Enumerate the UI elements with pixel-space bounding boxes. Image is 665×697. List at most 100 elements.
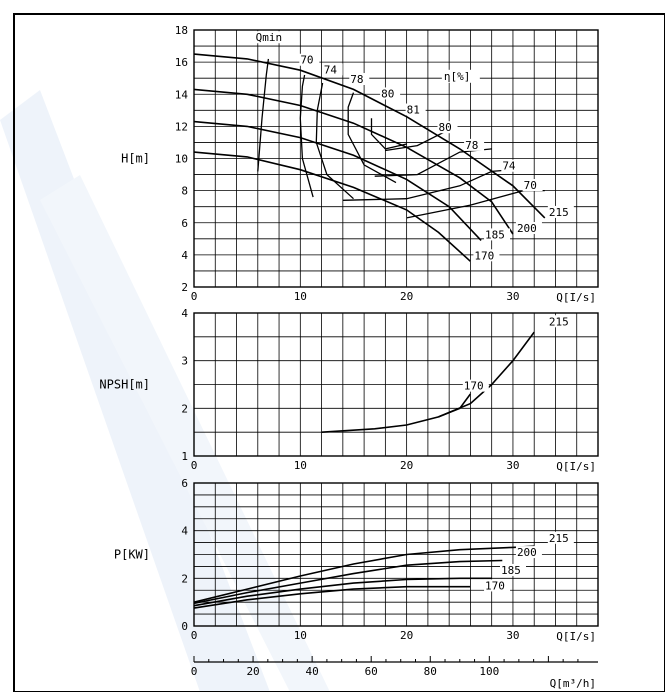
curve-label-bg (484, 228, 511, 241)
x-tick-label: 0 (191, 459, 198, 472)
y-tick-label: 8 (181, 185, 188, 198)
y-tick-label: 4 (181, 249, 188, 262)
curve-215 (193, 545, 535, 603)
secondary-x-tick-label: 20 (246, 665, 259, 678)
efficiency-axis-label: η[%] (444, 70, 471, 83)
efficiency-curve-74 (299, 74, 314, 198)
curve-label-200: 200 (517, 546, 537, 559)
y-axis-label: H[m] (121, 152, 150, 166)
plot-frame (193, 482, 599, 627)
x-tick-label: 30 (506, 459, 519, 472)
y-tick-label: 1 (181, 450, 188, 463)
x-tick-label: 0 (191, 290, 198, 303)
plot-panel-1: 2 4 6 8 10 12 14 16 18 0 10 20 30 H[m] Q[I/s] 215 200 185… (121, 24, 599, 304)
x-tick-label: 20 (400, 629, 413, 642)
efficiency-label-78: 78 (350, 73, 363, 86)
y-tick-label: 3 (181, 355, 188, 368)
efficiency-label-bg (322, 63, 343, 76)
curve-label-bg (547, 315, 574, 328)
eta-label-bg (441, 69, 480, 83)
curve-label-215: 215 (549, 206, 569, 219)
efficiency-label-bg (437, 121, 458, 134)
efficiency-curve-80 (347, 92, 397, 184)
qmin-label: Qmin (256, 31, 282, 44)
curve-label-bg (547, 205, 574, 218)
curve-label-185: 185 (501, 564, 521, 577)
curve-label-170: 170 (485, 579, 505, 592)
plot-frame (193, 29, 599, 288)
efficiency-label-70: 70 (524, 179, 537, 192)
y-tick-label: 14 (175, 88, 189, 101)
efficiency-label-bg (405, 103, 426, 116)
curve-215 (193, 53, 546, 219)
secondary-x-tick-label: 80 (424, 665, 437, 678)
efficiency-label-bg (522, 179, 543, 192)
y-tick-label: 4 (181, 307, 188, 320)
y-tick-label: 2 (181, 402, 188, 415)
curve-label-bg (484, 579, 511, 592)
efficiency-label-74: 74 (502, 160, 516, 173)
efficiency-label-bg (501, 159, 522, 172)
x-tick-label: 10 (294, 459, 307, 472)
curve-170 (193, 151, 471, 262)
x-axis-label: Q[I/s] (556, 291, 596, 304)
efficiency-label-74: 74 (324, 63, 338, 76)
efficiency-label-70: 70 (300, 54, 313, 67)
x-tick-label: 30 (506, 629, 519, 642)
curve-label-185: 185 (485, 228, 505, 241)
curve-label-bg (473, 249, 500, 262)
efficiency-label-bg (299, 53, 320, 66)
curve-label-215: 215 (549, 532, 569, 545)
x-tick-label: 0 (191, 629, 198, 642)
efficiency-label-bg (464, 138, 485, 151)
x-axis-label: Q[I/s] (556, 630, 596, 643)
y-axis-label: P[KW] (114, 548, 150, 562)
qmin-label-bg (253, 31, 290, 44)
efficiency-label-80: 80 (381, 87, 394, 100)
y-tick-label: 10 (175, 153, 188, 166)
secondary-x-axis-label: Q[m³/h] (550, 677, 596, 690)
plot-frame (193, 312, 599, 457)
y-tick-label: 12 (175, 120, 188, 133)
secondary-x-tick-label: 40 (306, 665, 319, 678)
curve-label-bg (462, 379, 489, 392)
x-tick-label: 10 (294, 290, 307, 303)
curve-200 (193, 559, 503, 605)
curve-label-bg (500, 563, 526, 576)
y-tick-label: 2 (181, 281, 188, 294)
x-tick-label: 20 (400, 290, 413, 303)
efficiency-curve-74 (342, 169, 513, 201)
y-tick-label: 0 (181, 620, 188, 633)
y-tick-label: 2 (181, 572, 188, 585)
secondary-x-tick-label: 60 (365, 665, 378, 678)
efficiency-curve-78 (315, 82, 354, 200)
curve-label-bg (515, 221, 542, 234)
x-axis-label: Q[I/s] (556, 460, 596, 473)
efficiency-label-78: 78 (465, 139, 478, 152)
efficiency-label-bg (349, 73, 370, 86)
curve-200 (193, 88, 514, 235)
efficiency-label-bg (380, 87, 401, 100)
efficiency-curve-81 (370, 118, 407, 150)
efficiency-label-80: 80 (439, 121, 452, 134)
curve-170 (193, 585, 471, 609)
x-tick-label: 20 (400, 459, 413, 472)
curve-185 (193, 577, 492, 607)
y-tick-label: 6 (181, 217, 188, 230)
y-tick-label: 6 (181, 477, 188, 490)
curve-label-bg (515, 546, 542, 559)
secondary-x-tick-label: 0 (191, 665, 198, 678)
plot-panel-2: 1 2 3 4 0 10 20 30 NPSH[m] Q[I/s] 215 170 (99, 307, 599, 473)
y-tick-label: 16 (175, 56, 188, 69)
curve-label-215: 215 (549, 315, 569, 328)
curve-label-170: 170 (464, 380, 484, 393)
secondary-x-tick-label: 100 (479, 665, 499, 678)
curve-label-200: 200 (517, 222, 537, 235)
efficiency-curve-70 (257, 58, 270, 172)
x-tick-label: 10 (294, 629, 307, 642)
curve-170 (438, 393, 472, 418)
efficiency-curve-80 (385, 129, 450, 152)
curve-label-170: 170 (474, 249, 494, 262)
